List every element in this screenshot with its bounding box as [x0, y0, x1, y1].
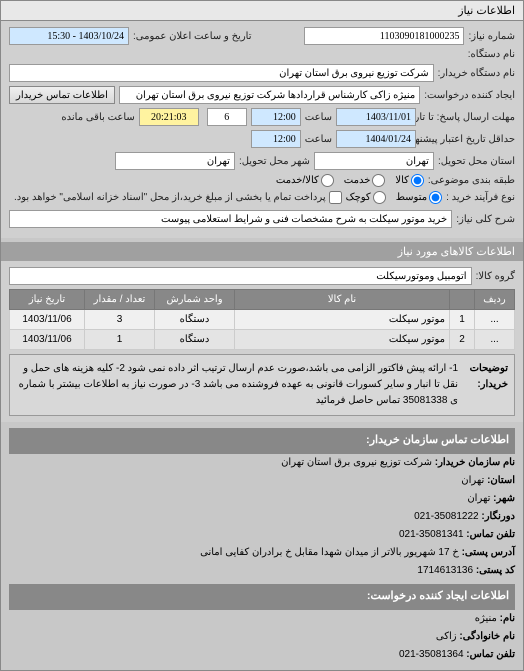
org-label: نام سازمان خریدار:: [435, 457, 515, 468]
payment-radio-group: متوسط کوچک: [346, 191, 442, 204]
validity-date: [336, 130, 416, 148]
device-name-label: نام دستگاه:: [468, 49, 515, 60]
remain-time: [139, 108, 199, 126]
th-qty: تعداد / مقدار: [85, 290, 155, 310]
th-seq: [450, 290, 475, 310]
buyer-desc-text: 1- ارائه پیش فاکتور الزامی می باشد،صورت …: [16, 361, 458, 409]
th-unit: واحد شمارش: [155, 290, 235, 310]
goods-group-input: [9, 267, 472, 285]
payment-note-checkbox[interactable]: پرداخت تمام یا بخشی از مبلغ خرید،از محل …: [14, 191, 342, 204]
state-value: تهران: [461, 475, 484, 486]
tab-header: اطلاعات نیاز: [1, 1, 523, 21]
zip-label: کد پستی:: [476, 565, 515, 576]
th-name: نام کالا: [235, 290, 450, 310]
buyer-name-label: نام دستگاه خریدار:: [438, 68, 515, 79]
contact-section-title: اطلاعات تماس سازمان خریدار:: [9, 428, 515, 454]
validity-label: حداقل تاریخ اعتبار پیشنهاد: تا تاریخ:: [420, 134, 515, 145]
deadline-recv-date: [336, 108, 416, 126]
validity-time: [251, 130, 301, 148]
package-service-radio[interactable]: خدمت: [344, 174, 386, 187]
cphone-value: 35081364-021: [399, 649, 464, 660]
tab-title: اطلاعات نیاز: [458, 5, 515, 17]
address-label: آدرس پستی:: [462, 547, 515, 558]
requester-input: [119, 86, 420, 104]
payment-small-radio[interactable]: کوچک: [346, 191, 386, 204]
fax-value: 35081222-021: [414, 511, 479, 522]
clname-value: زاکی: [436, 631, 457, 642]
remain-label: ساعت باقی مانده: [61, 112, 134, 123]
phone-value: 35081341-021: [399, 529, 464, 540]
city-label: شهر:: [493, 493, 515, 504]
clname-label: نام خانوادگی:: [459, 631, 515, 642]
creator-section-title: اطلاعات ایجاد کننده درخواست:: [9, 584, 515, 610]
deadline-recv-time: [251, 108, 301, 126]
cname-label: نام:: [500, 613, 515, 624]
days-value: [207, 108, 247, 126]
request-no-label: شماره نیاز:: [468, 31, 515, 42]
state-label: استان:: [487, 475, 515, 486]
buyer-name-input: [9, 64, 434, 82]
time-label-2: ساعت: [305, 134, 332, 145]
goods-group-label: گروه کالا:: [476, 271, 515, 282]
table-row[interactable]: ...2موتور سیکلتدستگاه11403/11/06: [10, 330, 515, 350]
delivery-state-input: [314, 152, 434, 170]
delivery-city-label: شهر محل تحویل:: [239, 156, 310, 167]
package-radio-group: کالا خدمت کالا/خدمت: [276, 174, 424, 187]
goods-section-header: اطلاعات کالاهای مورد نیاز: [1, 242, 523, 261]
phone-label: تلفن تماس:: [466, 529, 515, 540]
table-row[interactable]: ...1موتور سیکلتدستگاه31403/11/06: [10, 310, 515, 330]
buyer-desc-label: توضیحات خریدار:: [458, 361, 508, 409]
cname-value: منیژه: [475, 613, 497, 624]
city-value: تهران: [467, 493, 490, 504]
package-label: طبقه بندی موضوعی:: [428, 175, 515, 186]
th-date: تاریخ نیاز: [10, 290, 85, 310]
payment-label: نوع فرآیند خرید :: [446, 192, 515, 203]
announce-label: تاریخ و ساعت اعلان عمومی:: [133, 31, 252, 42]
zip-value: 1714613136: [417, 565, 473, 576]
delivery-state-label: استان محل تحویل:: [438, 156, 515, 167]
buyer-desc-box: توضیحات خریدار: 1- ارائه پیش فاکتور الزا…: [9, 354, 515, 416]
delivery-city-input: [115, 152, 235, 170]
payment-mid-radio[interactable]: متوسط: [396, 191, 442, 204]
time-label-1: ساعت: [305, 112, 332, 123]
fax-label: دورنگار:: [481, 511, 515, 522]
buyer-contact-button[interactable]: اطلاعات تماس خریدار: [9, 86, 115, 104]
th-row: ردیف: [475, 290, 515, 310]
request-no-input[interactable]: [304, 27, 464, 45]
org-value: شرکت توزیع نیروی برق استان تهران: [281, 457, 432, 468]
requester-label: ایجاد کننده درخواست:: [424, 90, 515, 101]
announce-input: [9, 27, 129, 45]
deadline-recv-label: مهلت ارسال پاسخ: تا تاریخ:: [420, 112, 515, 123]
package-goods-radio[interactable]: کالا: [395, 174, 424, 187]
package-both-radio[interactable]: کالا/خدمت: [276, 174, 334, 187]
cphone-label: تلفن تماس:: [466, 649, 515, 660]
need-title-input: [9, 210, 452, 228]
goods-table: ردیف نام کالا واحد شمارش تعداد / مقدار ت…: [9, 289, 515, 350]
address-value: خ 17 شهریور بالاتر از میدان شهدا مقابل خ…: [200, 547, 459, 558]
need-title-label: شرح کلی نیاز:: [456, 214, 515, 225]
